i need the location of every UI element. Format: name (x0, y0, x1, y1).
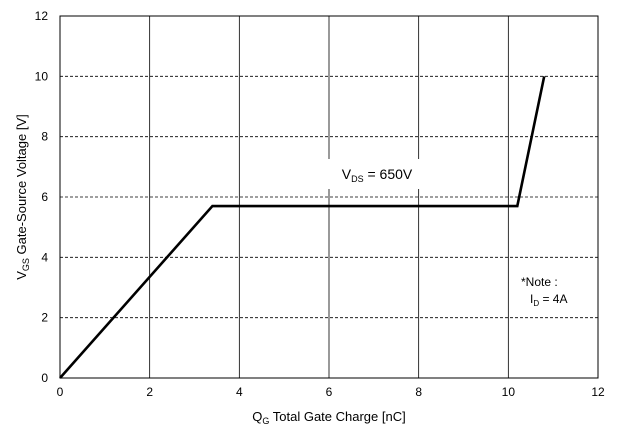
note-id-rest: = 4A (539, 292, 567, 306)
y-tick-labels: 0 2 4 6 8 10 12 (35, 9, 49, 385)
grid (60, 16, 598, 378)
x-tick-label: 0 (57, 385, 64, 399)
vds-rest: = 650V (364, 166, 413, 182)
x-tick-label: 10 (502, 385, 516, 399)
series-line (59, 76, 546, 379)
x-tick-label: 12 (591, 385, 605, 399)
note-id: ID = 4A (530, 292, 567, 308)
x-axis-title: QG Total Gate Charge [nC] (252, 409, 405, 426)
x-tick-label: 4 (236, 385, 243, 399)
vds-main: V (342, 166, 352, 182)
x-tick-labels: 0 2 4 6 8 10 12 (57, 385, 605, 399)
y-axis-title: VGS Gate-Source Voltage [V] (14, 114, 31, 280)
note-id-main: I (530, 292, 533, 306)
vds-annotation-box (318, 159, 436, 189)
plot-frame (59, 15, 599, 379)
x-tick-label: 2 (146, 385, 153, 399)
vds-annotation: VDS = 650V (342, 166, 413, 184)
y-tick-label: 0 (41, 371, 48, 385)
y-title-main: V (14, 271, 29, 280)
x-tick-label: 8 (415, 385, 422, 399)
x-title-rest: Total Gate Charge [nC] (269, 409, 405, 424)
y-title-rest: Gate-Source Voltage [V] (14, 114, 29, 258)
note-title: *Note : (521, 275, 558, 289)
x-tick-label: 6 (326, 385, 333, 399)
y-tick-label: 10 (35, 69, 49, 83)
x-title-sub: G (262, 416, 269, 426)
y-tick-label: 12 (35, 9, 49, 23)
series-layer (59, 76, 546, 379)
y-tick-label: 4 (41, 250, 48, 264)
x-title-main: Q (252, 409, 262, 424)
y-tick-label: 2 (41, 311, 48, 325)
y-title-sub: GS (21, 258, 31, 271)
vds-sub: DS (351, 174, 364, 184)
note-annotation-box (514, 268, 580, 312)
y-tick-label: 6 (41, 190, 48, 204)
y-tick-label: 8 (41, 130, 48, 144)
note-id-sub: D (533, 299, 539, 308)
